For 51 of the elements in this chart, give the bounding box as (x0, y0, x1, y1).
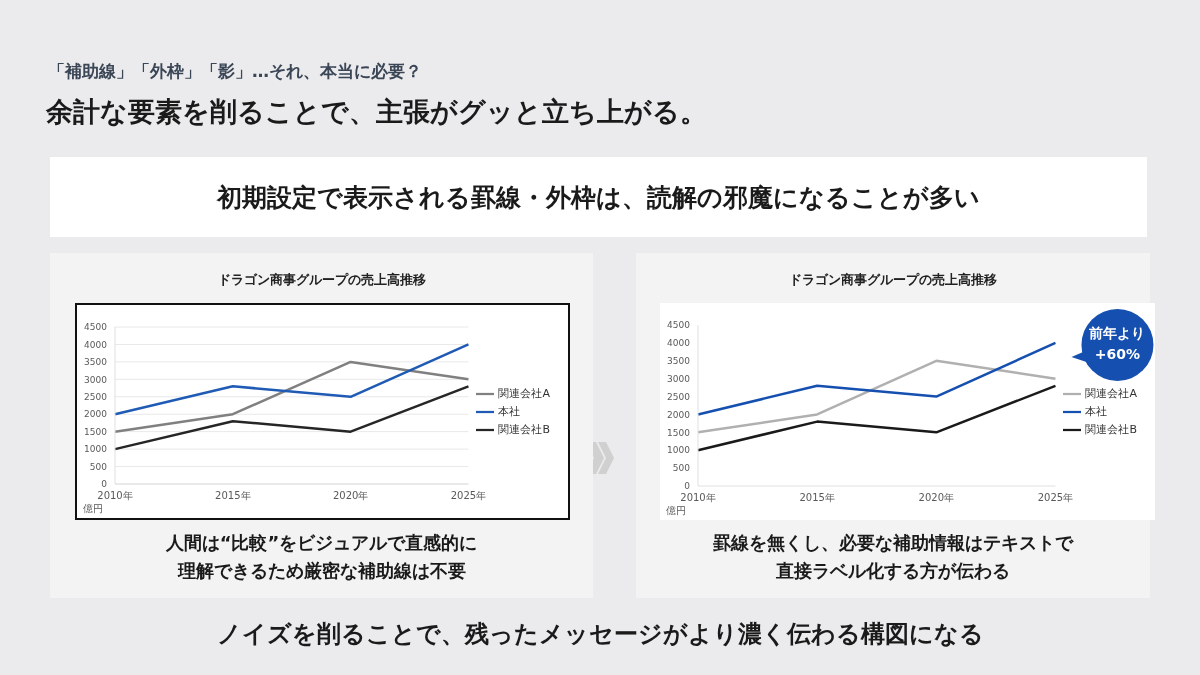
y-tick-label: 2000 (84, 409, 108, 420)
y-tick-label: 4500 (667, 320, 691, 331)
text: 余計な要素を削ることで、主張がグッと立ち上がる。 (46, 95, 707, 129)
line-series (696, 384, 1057, 452)
y-axis-title: 億円 (83, 502, 103, 516)
y-tick-label: 2000 (667, 409, 691, 420)
x-tick-label: 2015年 (799, 492, 835, 504)
x-tick-label: 2010年 (680, 492, 716, 504)
text: ノイズを削ることで、残ったメッセージがより濃く伝わる構図になる (215, 619, 985, 650)
x-tick-label: 2020年 (332, 490, 369, 502)
line-series (113, 360, 470, 433)
y-tick-label: 4500 (84, 322, 108, 333)
y-tick-label: 0 (101, 479, 108, 490)
x-tick-label: 2020年 (918, 492, 955, 504)
y-tick-label: 3500 (84, 357, 108, 368)
y-axis-title: 億円 (666, 504, 686, 518)
x-tick-label: 2015年 (215, 490, 251, 502)
line-series (113, 343, 470, 416)
line-series (696, 359, 1057, 434)
y-tick-label: 1000 (84, 444, 108, 455)
x-tick-label: 2010年 (97, 490, 133, 502)
line-series (113, 385, 470, 451)
y-tick-label: 1500 (84, 426, 108, 437)
y-tick-label: 500 (89, 461, 108, 472)
legend-label: 関連会社B (1085, 422, 1137, 436)
y-tick-label: 1500 (667, 427, 691, 438)
legend-label: 本社 (498, 404, 521, 418)
y-tick-label: 1000 (667, 445, 691, 456)
annotation: 前年より+60% (1088, 323, 1147, 364)
y-tick-label: 3500 (667, 355, 691, 366)
chart-title: ドラゴン商事グループの売上高推移 (216, 271, 427, 289)
y-tick-label: 500 (672, 463, 691, 474)
legend-label: 関連会社A (1085, 386, 1137, 400)
x-tick-label: 2025年 (450, 490, 487, 502)
text: 「補助線」「外枠」「影」…それ、本当に必要？ (48, 60, 422, 83)
y-tick-label: 2500 (667, 391, 691, 402)
y-tick-label: 0 (684, 481, 691, 492)
y-tick-label: 2500 (84, 391, 108, 402)
legend-label: 関連会社A (498, 386, 550, 400)
line-series (696, 341, 1057, 416)
y-tick-label: 4000 (84, 339, 108, 350)
legend-label: 関連会社B (498, 422, 550, 436)
y-tick-label: 4000 (667, 338, 691, 349)
legend-label: 本社 (1085, 404, 1108, 418)
y-tick-label: 3000 (667, 373, 691, 384)
text: 人間は“比較”をビジュアルで直感的に理解できるため厳密な補助線は不要 (164, 531, 479, 583)
chart-title: ドラゴン商事グループの売上高推移 (788, 271, 998, 289)
x-tick-label: 2025年 (1037, 492, 1074, 504)
y-tick-label: 3000 (84, 374, 108, 385)
text: 初期設定で表示される罫線・外枠は、読解の邪魔になることが多い (50, 157, 1147, 237)
text: 罫線を無くし、必要な補助情報はテキストで直接ラベル化する方が伝わる (712, 531, 1075, 583)
